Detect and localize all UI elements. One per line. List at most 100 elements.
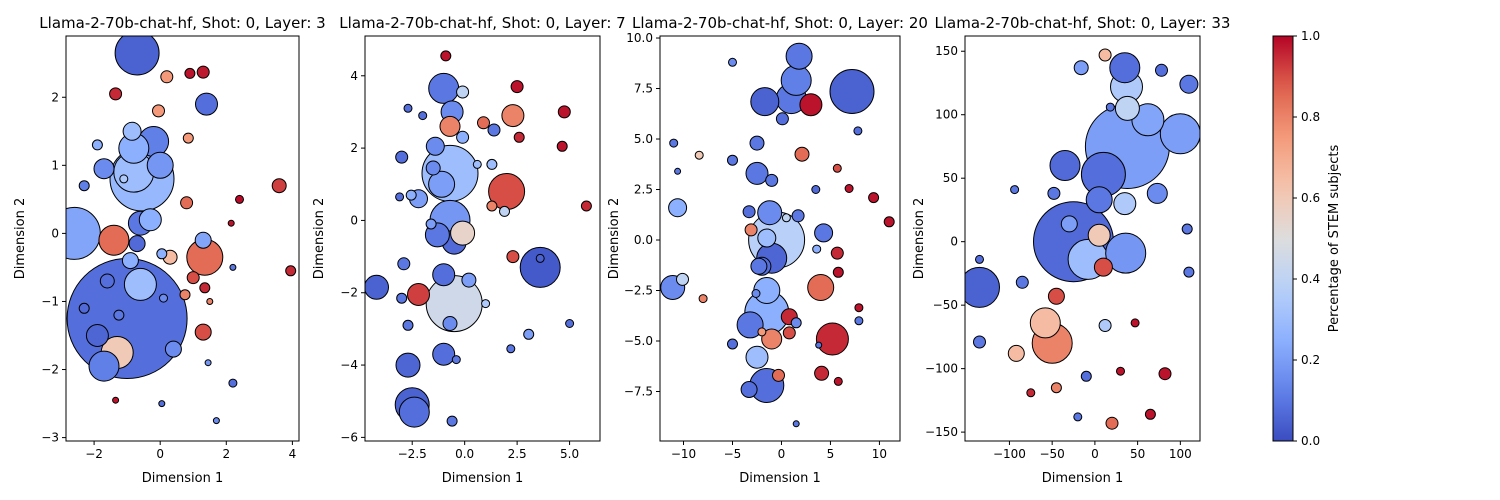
data-point — [91, 139, 103, 151]
chart-title: Llama-2-70b-chat-hf, Shot: 0, Layer: 3 — [39, 14, 325, 32]
data-point — [158, 400, 166, 408]
y-tick-label: 0 — [350, 213, 358, 227]
data-point — [727, 338, 738, 350]
data-point — [669, 138, 679, 148]
data-point — [486, 200, 498, 212]
data-point — [1007, 344, 1025, 362]
data-point — [196, 65, 210, 79]
data-point — [794, 146, 810, 162]
x-tick-label: −50 — [1039, 447, 1064, 461]
y-tick-label: 2 — [51, 90, 59, 104]
data-point — [78, 302, 90, 314]
data-point — [510, 80, 524, 94]
data-point — [99, 273, 115, 289]
colorbar-tick-label: 0.8 — [1301, 110, 1320, 124]
data-point — [506, 344, 516, 354]
data-point — [1116, 366, 1125, 376]
data-point — [513, 131, 525, 143]
y-tick-label: −2 — [340, 286, 358, 300]
y-axis-label: Dimension 2 — [912, 198, 927, 280]
x-tick-label: −2 — [85, 447, 103, 461]
data-point — [792, 420, 800, 428]
y-tick-label: 0 — [950, 235, 958, 249]
data-point — [450, 220, 476, 246]
data-point — [121, 252, 139, 270]
data-point — [676, 272, 689, 286]
data-point — [519, 246, 561, 288]
data-point — [407, 283, 430, 306]
y-tick-label: 2.5 — [634, 183, 653, 197]
data-point — [405, 189, 417, 201]
y-tick-label: 1 — [51, 158, 59, 172]
data-point — [815, 322, 849, 356]
data-point — [123, 267, 157, 301]
data-point — [428, 72, 460, 104]
data-point — [698, 294, 708, 304]
data-point — [456, 130, 470, 144]
y-tick-label: 0.0 — [634, 233, 653, 247]
data-point — [271, 178, 287, 194]
data-point — [78, 180, 90, 192]
data-point — [1105, 416, 1119, 430]
data-point — [757, 200, 783, 226]
colorbar-tick-label: 0.2 — [1301, 353, 1320, 367]
data-point — [814, 365, 830, 381]
data-point — [780, 64, 812, 96]
data-point — [736, 311, 764, 339]
data-point — [204, 359, 212, 367]
data-point — [506, 250, 520, 264]
data-point — [1080, 370, 1092, 382]
data-point — [227, 219, 235, 227]
data-point — [229, 263, 237, 271]
data-point — [1093, 257, 1113, 277]
data-point — [829, 69, 875, 114]
data-point — [883, 216, 895, 228]
data-point — [1146, 182, 1168, 204]
data-point — [487, 123, 501, 137]
data-point — [365, 274, 389, 300]
x-tick-label: 50 — [1130, 447, 1145, 461]
data-point — [128, 235, 146, 253]
x-tick-label: 5.0 — [560, 447, 579, 461]
y-tick-label: 5.0 — [634, 132, 653, 146]
data-point — [113, 309, 125, 321]
x-axis-label: Dimension 1 — [739, 471, 821, 486]
y-tick-label: 0 — [51, 226, 59, 240]
data-point — [1113, 192, 1137, 216]
data-point — [790, 317, 802, 329]
data-point — [1144, 408, 1156, 420]
data-point — [749, 135, 765, 151]
axes-frame — [964, 35, 1201, 442]
data-point — [481, 299, 491, 309]
y-tick-label: −6 — [340, 430, 358, 444]
data-point — [146, 151, 174, 179]
data-point — [428, 170, 456, 198]
y-tick-label: 10.0 — [626, 31, 653, 45]
y-tick-label: −4 — [340, 358, 358, 372]
data-point — [535, 253, 545, 263]
data-point — [395, 150, 409, 164]
x-axis-label: Dimension 1 — [1042, 471, 1124, 486]
data-point — [499, 205, 510, 217]
data-point — [853, 126, 863, 136]
x-tick-label: 0.0 — [455, 447, 474, 461]
data-point — [1155, 63, 1168, 77]
data-point — [235, 194, 244, 204]
x-tick-label: 0 — [1091, 447, 1099, 461]
data-point — [785, 42, 813, 70]
colorbar-gradient — [1272, 35, 1294, 442]
plot-area — [365, 36, 600, 441]
data-point — [1105, 102, 1115, 112]
y-axis-label: Dimension 2 — [312, 198, 327, 280]
data-point — [975, 254, 984, 264]
data-point — [868, 192, 880, 204]
data-point — [93, 158, 115, 180]
y-tick-label: 150 — [935, 44, 958, 58]
data-point — [523, 328, 535, 340]
y-tick-label: 50 — [943, 171, 958, 185]
colorbar-tick-label: 0.6 — [1301, 191, 1320, 205]
data-point — [791, 209, 805, 223]
data-point — [1026, 388, 1036, 398]
colorbar-label: Percentage of STEM subjects — [1327, 144, 1342, 332]
data-point — [119, 174, 129, 184]
